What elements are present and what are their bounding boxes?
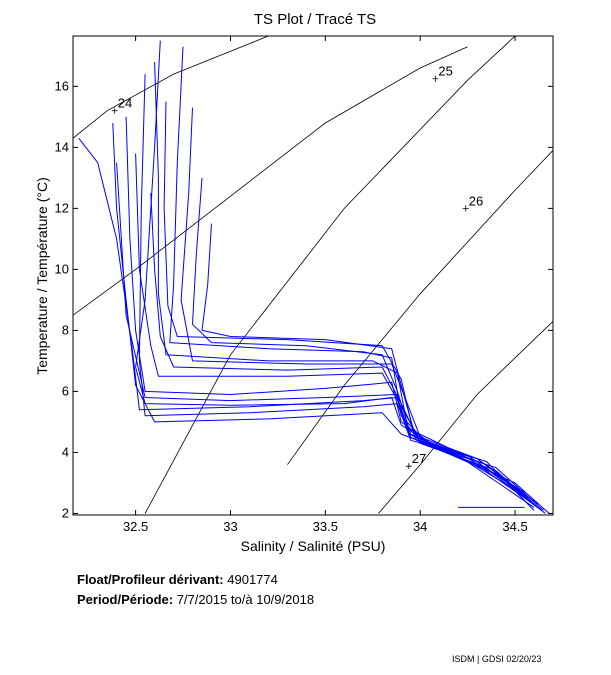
period-info: Period/Période: 7/7/2015 to/à 10/9/2018 [77, 592, 314, 607]
profile-line [112, 122, 535, 508]
profile-line [154, 61, 546, 514]
isopycnal-label: 27 [412, 451, 426, 466]
y-tick-label: 2 [62, 505, 69, 520]
profile-line [163, 101, 531, 499]
plot-frame [72, 35, 554, 516]
isopycnal-line [73, 36, 269, 139]
x-tick-label: 32.5 [123, 519, 148, 534]
x-ticks: 32.5 33 33.5 34 34.5 [123, 36, 528, 534]
isopycnal-marker [111, 107, 118, 114]
isopycnal-label: 24 [118, 96, 132, 111]
isopycnal-marker [405, 463, 412, 470]
x-axis-label: Salinity / Salinité (PSU) [241, 538, 386, 554]
x-tick-label: 34.5 [502, 519, 527, 534]
x-tick-label: 34 [413, 519, 427, 534]
isopycnal-labels: 24 25 26 27 [111, 64, 483, 470]
profile-line [150, 193, 542, 511]
isopycnal-line [144, 36, 516, 514]
x-tick-label: 33 [223, 519, 237, 534]
y-axis-label: Temperature / Température (°C) [34, 177, 50, 375]
y-tick-label: 4 [62, 444, 69, 459]
x-tick-label: 33.5 [313, 519, 338, 534]
isopycnal-label: 26 [469, 193, 483, 208]
y-tick-label: 8 [62, 322, 69, 337]
profiles [78, 40, 550, 514]
isopycnals [73, 36, 553, 514]
footer-credit: ISDM | GDSI 02/20/23 [452, 654, 542, 664]
float-info: Float/Profileur dérivant: 4901774 [77, 572, 278, 587]
profile-line [78, 137, 539, 508]
isopycnal-line [287, 150, 553, 465]
y-tick-label: 16 [55, 78, 69, 93]
isopycnal-label: 25 [438, 64, 452, 79]
isopycnal-line [378, 321, 553, 514]
profile-line [138, 74, 539, 505]
isopycnal-marker [432, 75, 439, 82]
y-tick-label: 10 [55, 261, 69, 276]
y-tick-label: 6 [62, 383, 69, 398]
y-tick-label: 14 [55, 139, 69, 154]
profile-line [180, 107, 535, 502]
profile-line [201, 223, 539, 508]
profile-line [116, 162, 525, 493]
profile-line [169, 46, 544, 511]
period-value: 7/7/2015 to/à 10/9/2018 [176, 592, 315, 607]
isopycnal-line [73, 46, 468, 316]
float-label: Float/Profileur dérivant: [77, 572, 224, 587]
period-label: Period/Période: [77, 592, 174, 607]
float-value: 4901774 [227, 572, 278, 587]
chart-title: TS Plot / Tracé TS [254, 11, 376, 28]
isopycnal-marker [462, 205, 469, 212]
y-tick-label: 12 [55, 200, 69, 215]
